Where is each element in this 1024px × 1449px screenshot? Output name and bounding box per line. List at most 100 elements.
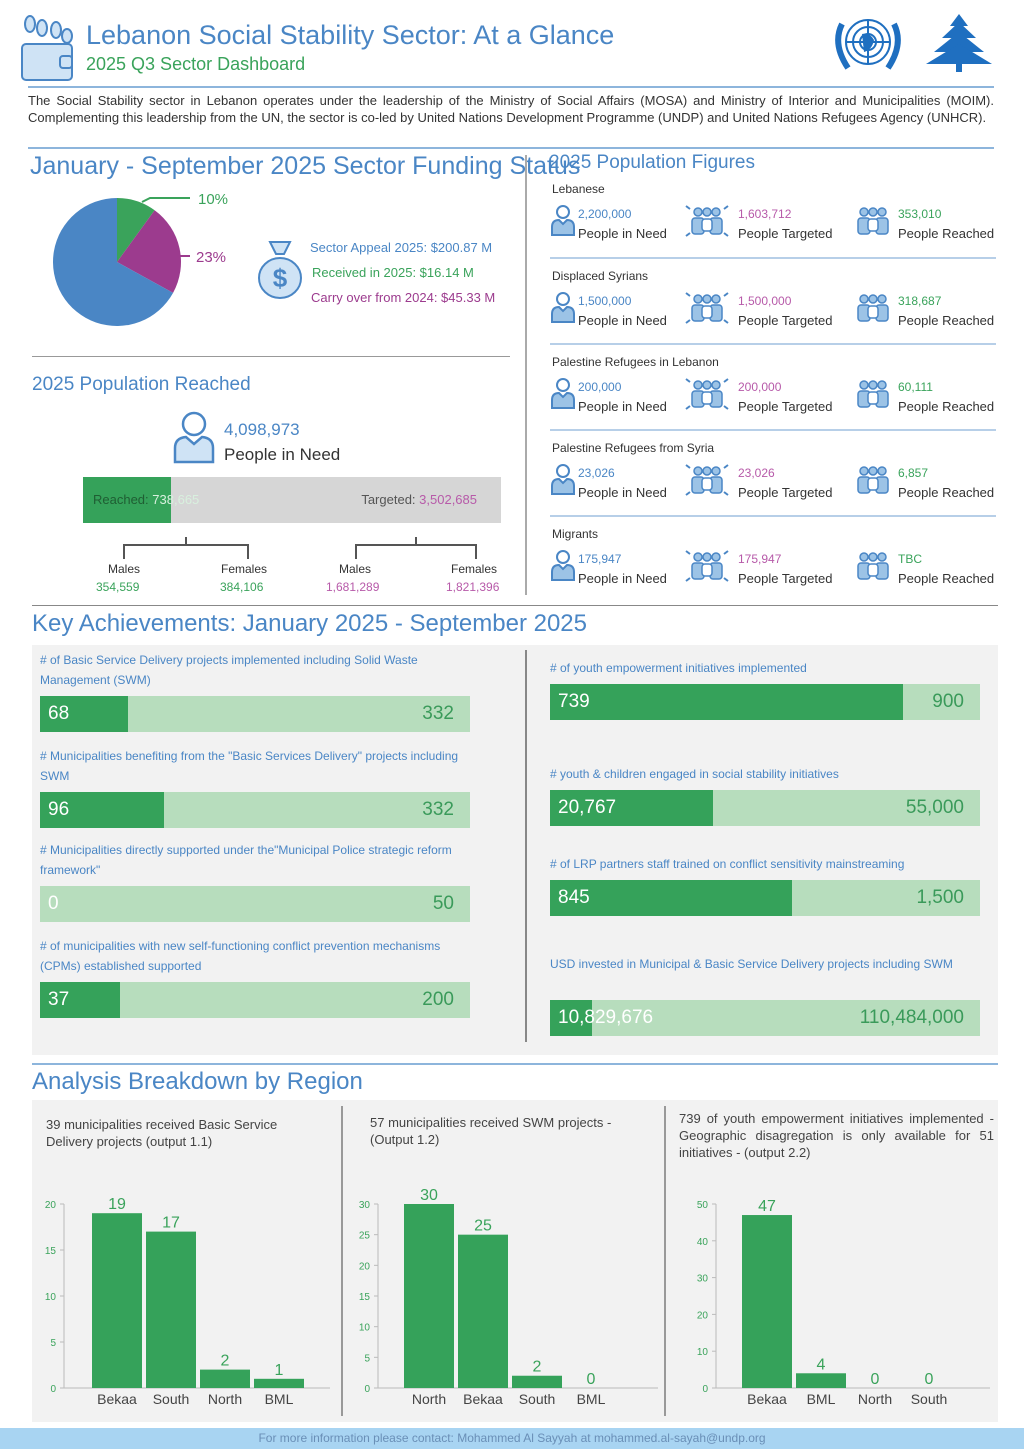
bar-value-label: 4 [817,1356,826,1373]
y-tick-label: 50 [697,1200,709,1211]
kpi-progress-bar: 0 50 [40,886,470,922]
population-targeted-value: 175,947 [738,552,782,566]
sector-appeal: Sector Appeal 2025: $200.87 M [310,240,493,255]
population-group-name: Displaced Syrians [552,269,649,283]
reached-females-label: Females [221,562,268,576]
kpi-progress-bar: 37 200 [40,982,470,1018]
person-icon [550,291,576,328]
kpi-label: # of youth empowerment initiatives imple… [550,661,807,675]
population-groups: Lebanese 2,200,000 People in Need 1,603,712… [550,182,996,613]
kpi-progress-fill [550,880,793,916]
reached-males-label: Males [107,562,140,576]
population-reached-label: People Reached [898,571,995,586]
reached-label: Reached: [93,492,149,507]
kpi-achieved-value: 739 [558,691,590,712]
reached-males-value: 354,559 [96,580,140,594]
population-reached-label: People Reached [898,313,995,328]
received-2025: Received in 2025: $16.14 M [312,265,474,280]
kpi-target-value: 110,484,000 [859,1007,964,1028]
population-group-name: Migrants [552,527,599,541]
population-need-value: 1,500,000 [578,294,632,308]
pin-label: People in Need [224,445,341,464]
x-tick-label: BML [265,1391,294,1407]
population-group-name: Lebanese [552,182,605,196]
x-tick-label: Bekaa [747,1391,787,1407]
kpi-achieved-value: 96 [48,799,70,820]
bar-bekaa [92,1213,142,1388]
x-tick-label: South [153,1391,190,1407]
population-figures-title: 2025 Population Figures [549,152,755,173]
bar-bekaa [458,1234,508,1388]
kpi-label: # of LRP partners staff trained on confl… [550,857,905,871]
kpi-achieved-value: 10,829,676 [558,1007,654,1028]
person-icon [172,410,216,464]
y-tick-label: 5 [50,1338,56,1349]
y-tick-label: 10 [359,1323,371,1334]
kpi-target-value: 55,000 [905,797,964,818]
population-need-value: 175,947 [578,552,622,566]
people-targeted-icon [684,291,730,330]
population-need-label: People in Need [578,571,667,586]
x-tick-label: South [519,1391,556,1407]
bar-bml [254,1378,304,1388]
population-targeted-value: 200,000 [738,380,782,394]
person-icon [550,204,576,241]
reached-females-value: 384,106 [220,580,264,594]
pie-label-carryover: 23% [196,249,226,266]
kpi-achieved-value: 845 [558,887,590,908]
funding-title: January - September 2025 Sector Funding … [30,152,581,180]
bar-value-label: 30 [420,1187,438,1204]
y-tick-label: 10 [45,1292,57,1303]
y-tick-label: 40 [697,1237,709,1248]
kpi-progress-fill [550,1000,593,1036]
kpi-target-value: 50 [432,893,454,914]
people-reached-icon [850,549,896,588]
bar-value-label: 2 [221,1353,230,1370]
bar-chart-output-2-2: 0 10 20 30 40 50 47 Bekaa 4 BML 0 North 0 South [697,1198,990,1407]
population-reached-value: 6,857 [898,466,929,480]
y-tick-label: 5 [364,1353,370,1364]
people-reached-icon [850,463,896,502]
population-reached-label: People Reached [898,226,995,241]
population-targeted-label: People Targeted [738,313,833,328]
breakdown-brackets [123,537,477,559]
targeted-females-value: 1,821,396 [446,580,500,594]
bar-value-label: 47 [758,1198,776,1215]
x-tick-label: South [911,1391,948,1407]
bar-value-label: 1 [275,1362,284,1379]
pie-label-received: 10% [198,191,228,208]
bar-chart-output-1-2: 0 5 10 15 20 25 30 30 North 25 Bekaa 2 South 0 BML [359,1187,658,1407]
chart3-title: 739 of youth empowerment initiatives imp… [679,1111,994,1160]
population-group-divider [550,429,996,431]
analysis-divider-1 [341,1106,343,1416]
header-logo [20,14,76,82]
people-targeted-icon [684,549,730,588]
footer-contact: For more information please contact: Moh… [0,1428,1024,1449]
y-tick-label: 0 [702,1384,708,1395]
chart1-title: 39 municipalities received Basic Service… [46,1117,278,1149]
population-need-value: 2,200,000 [578,207,632,221]
y-tick-label: 30 [359,1200,371,1211]
funding-divider [32,356,510,357]
kpi-progress-fill [40,792,165,828]
bar-value-label: 0 [925,1371,934,1388]
population-group-divider [550,515,996,517]
kpi-achieved-value: 37 [48,989,70,1010]
y-tick-label: 20 [45,1200,57,1211]
person-icon [550,377,576,414]
vertical-divider-top [525,155,527,595]
pie-slice-carry-over-from-2024 [117,210,182,293]
people-targeted-icon [684,204,730,243]
population-group-divider [550,343,996,345]
bar-value-label: 25 [474,1218,492,1235]
kpi-label: # Municipalities benefiting from the "Ba… [40,749,459,783]
kpi-progress-bar: 96 332 [40,792,470,828]
kpi-achieved-value: 68 [48,703,70,724]
person-icon [550,549,576,586]
population-need-value: 200,000 [578,380,622,394]
population-need-label: People in Need [578,399,667,414]
x-tick-label: North [412,1391,446,1407]
kpi-progress-bar: 68 332 [40,696,470,732]
population-group: Migrants 175,947 People in Need 175,947 Peop… [550,527,996,613]
wallet-plant-icon [21,15,73,81]
